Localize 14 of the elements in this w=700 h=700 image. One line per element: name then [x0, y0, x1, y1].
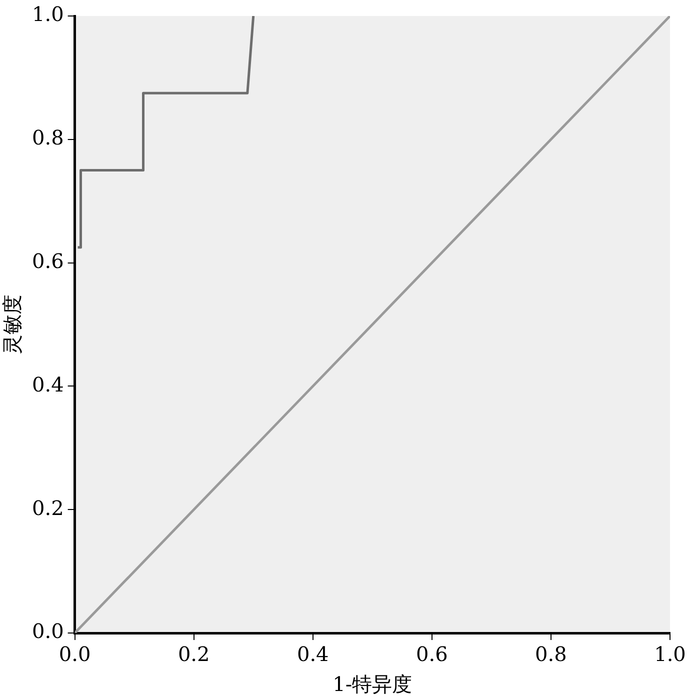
x-tick-label: 1.0 — [654, 642, 686, 666]
y-axis-title: 灵敏度 — [0, 294, 24, 354]
x-tick-label: 0.8 — [535, 642, 567, 666]
y-tick-label: 0.6 — [32, 249, 64, 274]
x-tick-label: 0.2 — [178, 642, 210, 666]
x-tick-label: 0.6 — [416, 642, 448, 666]
y-tick-label: 0.0 — [32, 619, 64, 644]
y-tick-label: 0.8 — [32, 126, 64, 150]
x-tick-label: 0.0 — [58, 642, 91, 666]
y-tick-label: 0.4 — [32, 372, 64, 396]
y-tick-label: 0.2 — [32, 496, 64, 520]
x-tick-label: 0.4 — [296, 642, 329, 666]
x-axis-title: 1-特异度 — [332, 672, 412, 696]
y-tick-label: 1.0 — [32, 2, 64, 26]
